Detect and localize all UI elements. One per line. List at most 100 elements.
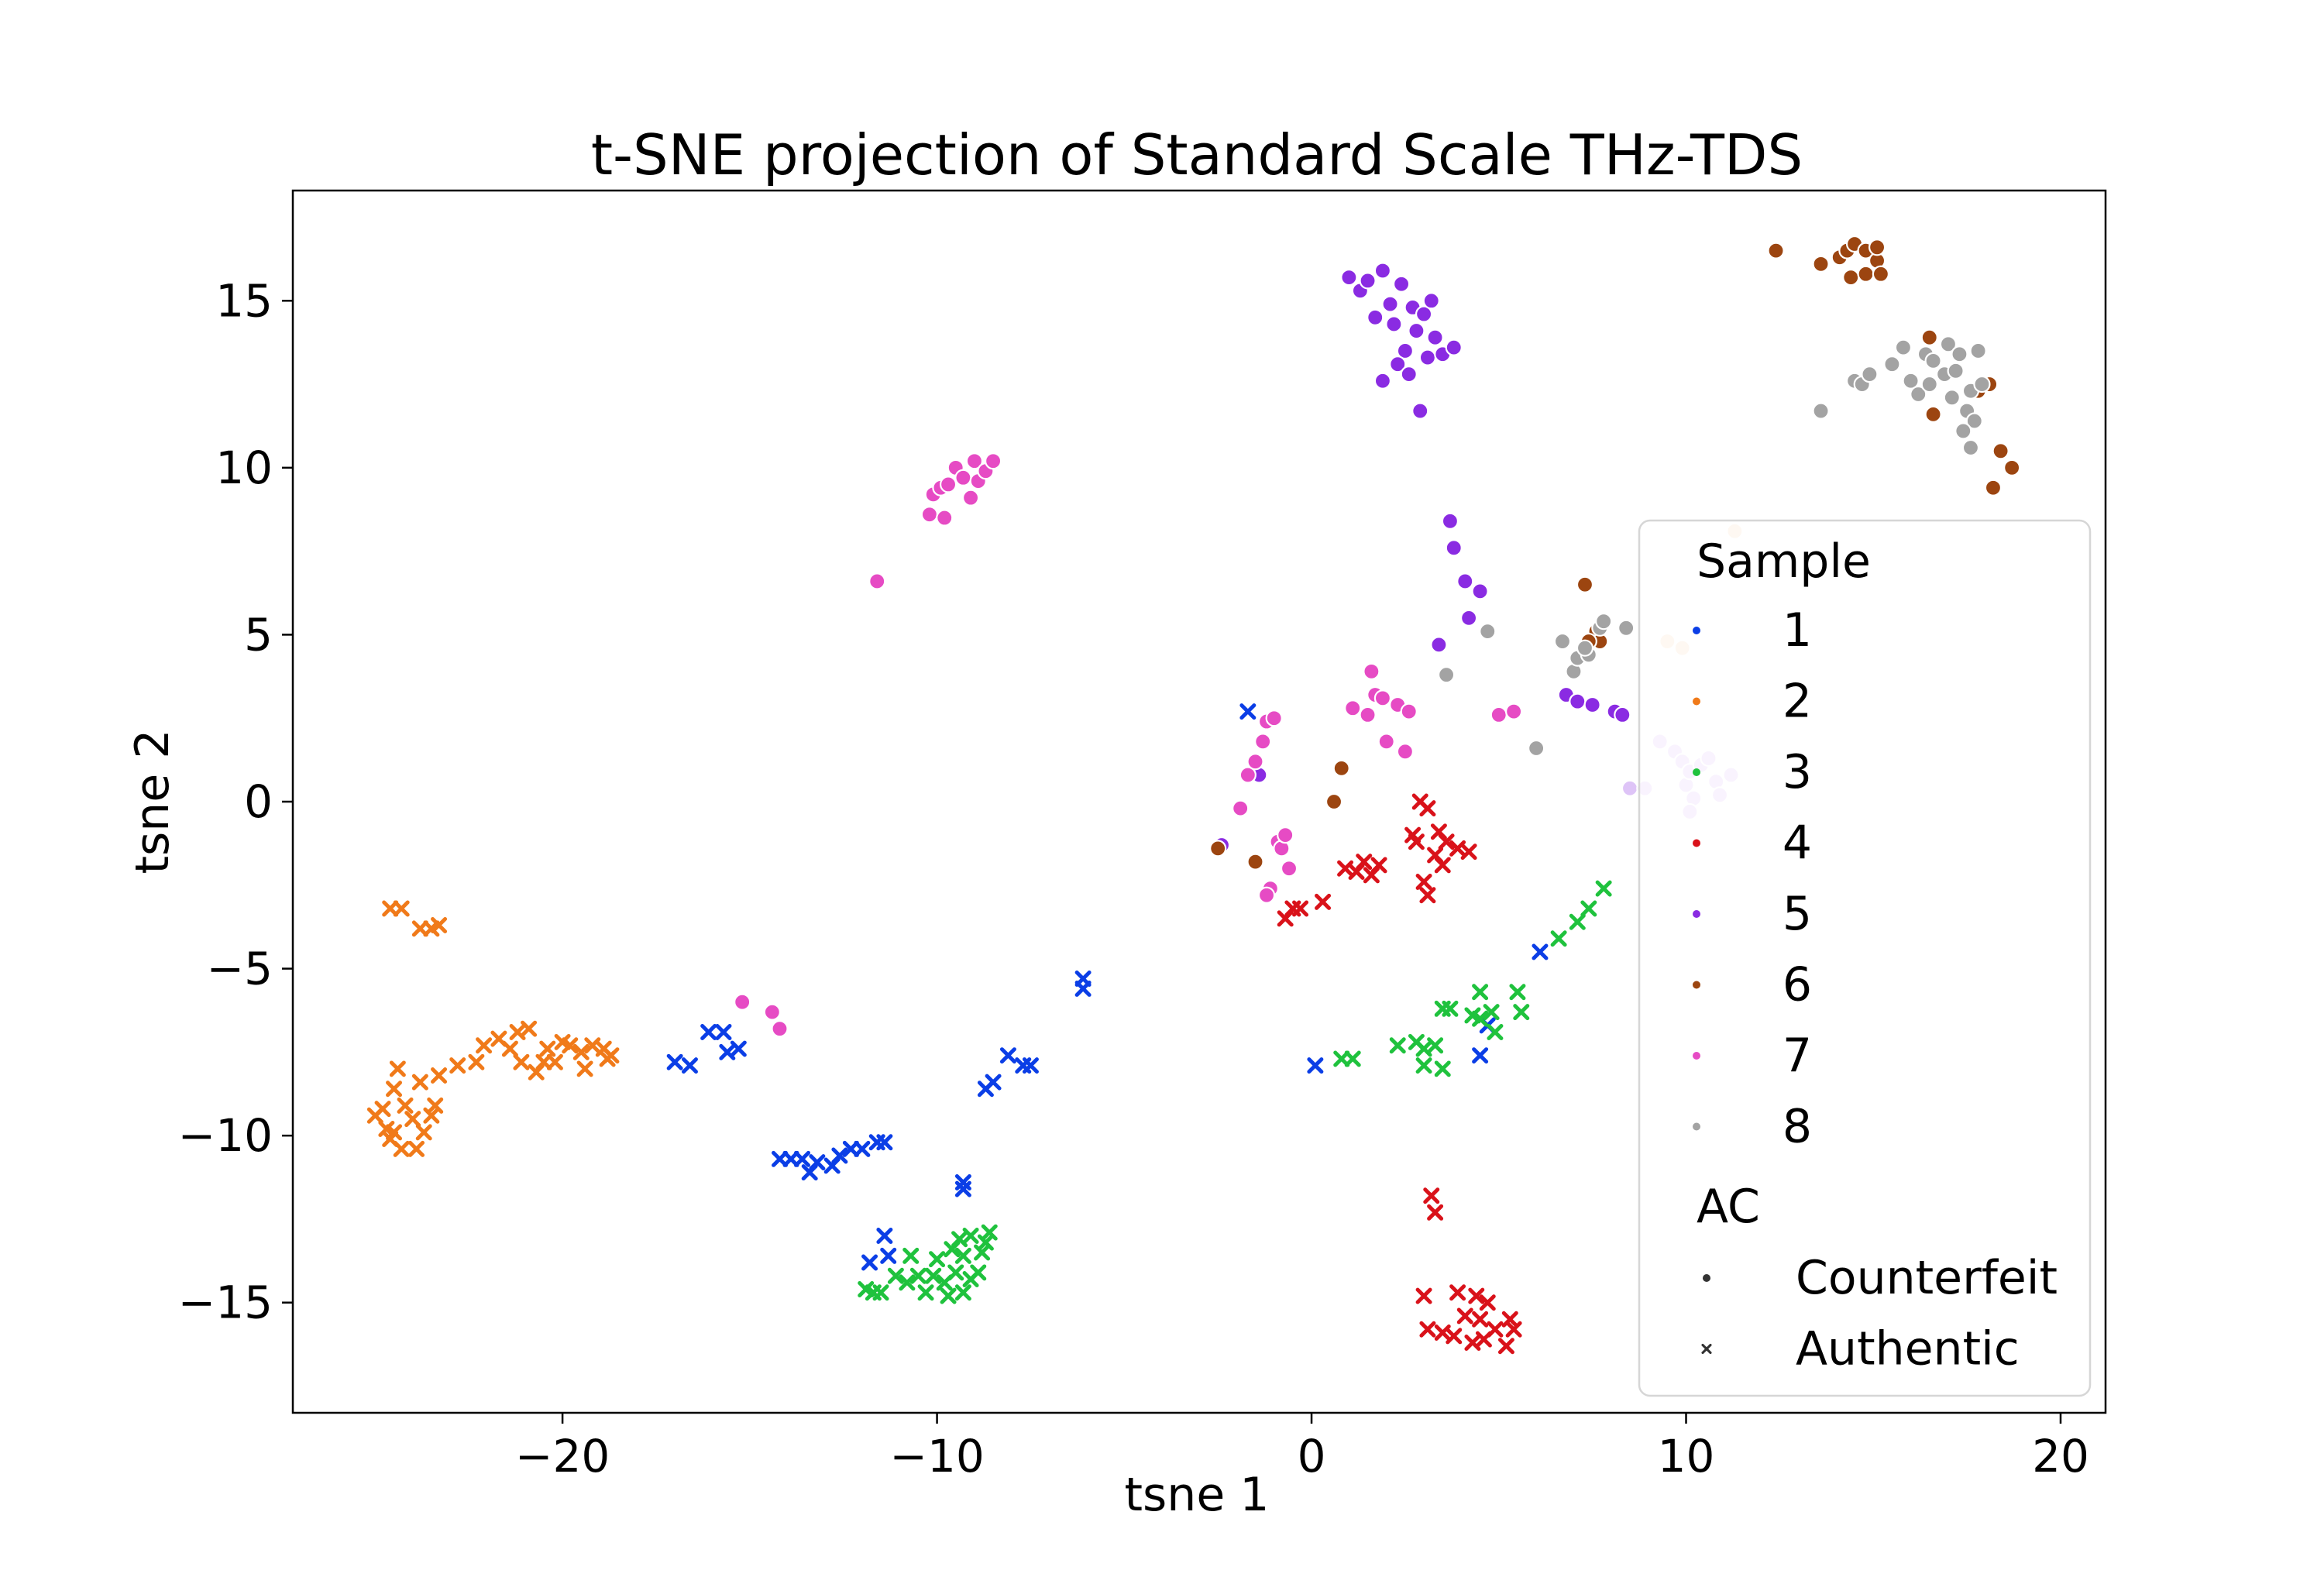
- point-sample-1-authentic: [681, 1057, 698, 1074]
- point-sample-8-counterfeit: [1951, 345, 1968, 363]
- point-sample-2-authentic: [389, 1060, 406, 1077]
- point-sample-7-counterfeit: [1246, 753, 1264, 771]
- point-sample-2-authentic: [386, 1081, 403, 1098]
- point-sample-1-authentic: [666, 1053, 683, 1070]
- point-sample-7-counterfeit: [1280, 860, 1298, 878]
- point-sample-4-authentic: [1356, 854, 1373, 871]
- point-sample-7-counterfeit: [920, 506, 939, 524]
- point-sample-5-counterfeit: [1389, 356, 1407, 373]
- point-sample-5-counterfeit: [1373, 262, 1392, 280]
- point-sample-1-authentic: [782, 1150, 799, 1167]
- point-sample-2-authentic: [535, 1053, 552, 1070]
- point-sample-7-counterfeit: [1359, 706, 1377, 724]
- point-sample-3-authentic: [872, 1284, 889, 1301]
- point-sample-7-counterfeit: [1232, 799, 1250, 817]
- point-sample-7-counterfeit: [936, 509, 954, 527]
- point-sample-2-authentic: [431, 1067, 448, 1084]
- point-sample-1-authentic: [715, 1024, 732, 1040]
- point-sample-5-counterfeit: [1400, 366, 1418, 383]
- point-sample-2-authentic: [408, 1140, 425, 1157]
- point-sample-4-authentic: [1438, 833, 1455, 850]
- point-sample-8-counterfeit: [1947, 362, 1965, 380]
- point-sample-8-counterfeit: [1973, 375, 1991, 393]
- point-sample-5-counterfeit: [1445, 539, 1463, 557]
- point-sample-3-authentic: [1509, 984, 1526, 1001]
- point-sample-7-counterfeit: [1239, 766, 1257, 784]
- point-sample-4-authentic: [1415, 873, 1432, 890]
- point-sample-6-counterfeit: [1868, 239, 1886, 256]
- point-sample-5-counterfeit: [1456, 572, 1474, 590]
- x-tick-label: 0: [1298, 1430, 1326, 1483]
- y-tick-label: −15: [178, 1276, 273, 1329]
- point-sample-8-counterfeit: [1479, 623, 1497, 641]
- point-sample-4-authentic: [1408, 833, 1425, 850]
- point-sample-6-counterfeit: [1924, 405, 1942, 423]
- point-sample-4-authentic: [1468, 1287, 1485, 1304]
- point-sample-3-authentic: [909, 1267, 927, 1284]
- point-sample-1-authentic: [999, 1047, 1016, 1064]
- point-sample-2-authentic: [572, 1043, 590, 1060]
- legend-marker-sample-6: [1693, 981, 1700, 989]
- point-sample-7-counterfeit: [1396, 743, 1415, 761]
- point-sample-2-authentic: [427, 1097, 444, 1114]
- point-sample-7-counterfeit: [1377, 733, 1395, 751]
- point-sample-5-counterfeit: [1614, 706, 1631, 724]
- point-sample-5-counterfeit: [1459, 609, 1478, 627]
- legend-marker-sample-2: [1693, 697, 1700, 706]
- point-sample-8-counterfeit: [1969, 342, 1987, 360]
- legend-label-sample-4: 4: [1783, 816, 1812, 871]
- point-sample-8-counterfeit: [1954, 422, 1972, 440]
- point-sample-7-counterfeit: [961, 489, 980, 507]
- point-sample-8-counterfeit: [1894, 338, 1913, 356]
- point-sample-2-authentic: [386, 1124, 403, 1141]
- point-sample-2-authentic: [476, 1037, 493, 1054]
- legend-marker-authentic: [1701, 1343, 1712, 1355]
- point-sample-7-counterfeit: [1490, 706, 1508, 724]
- point-sample-3-authentic: [1434, 1060, 1451, 1077]
- point-sample-5-counterfeit: [1396, 342, 1415, 360]
- point-sample-2-authentic: [393, 900, 410, 917]
- point-sample-3-authentic: [1487, 1024, 1504, 1040]
- point-sample-8-counterfeit: [1902, 372, 1920, 390]
- point-sample-8-counterfeit: [1910, 385, 1927, 404]
- legend-marker-sample-8: [1693, 1122, 1700, 1131]
- point-sample-7-counterfeit: [1505, 703, 1523, 720]
- point-sample-6-counterfeit: [1992, 442, 2009, 460]
- legend-label-sample-3: 3: [1783, 745, 1812, 799]
- x-axis-label: tsne 1: [1125, 1468, 1270, 1522]
- y-tick-label: 5: [244, 608, 273, 661]
- point-sample-5-counterfeit: [1422, 292, 1440, 310]
- point-sample-2-authentic: [404, 1111, 421, 1128]
- point-sample-6-counterfeit: [1872, 265, 1890, 283]
- point-sample-5-counterfeit: [1583, 696, 1601, 714]
- x-tick-label: 10: [1658, 1430, 1715, 1483]
- point-sample-2-authentic: [521, 1020, 538, 1037]
- point-sample-7-counterfeit: [771, 1020, 789, 1038]
- point-sample-8-counterfeit: [1553, 632, 1572, 651]
- point-sample-1-authentic: [842, 1140, 859, 1157]
- point-sample-2-authentic: [539, 1040, 556, 1057]
- point-sample-5-counterfeit: [1441, 512, 1459, 530]
- point-sample-5-counterfeit: [1430, 636, 1448, 654]
- point-sample-3-authentic: [1569, 913, 1586, 930]
- point-sample-5-counterfeit: [1373, 372, 1392, 390]
- point-sample-3-authentic: [954, 1247, 971, 1264]
- point-sample-1-authentic: [730, 1040, 747, 1057]
- points-layer: [366, 235, 2021, 1355]
- point-sample-8-counterfeit: [1861, 366, 1879, 383]
- point-sample-1-authentic: [985, 1074, 1002, 1091]
- point-sample-7-counterfeit: [1265, 709, 1283, 727]
- point-sample-7-counterfeit: [1363, 662, 1380, 680]
- point-sample-2-authentic: [411, 1074, 428, 1091]
- legend: Sample 1 2 3 4 5 6 7 8 AC Counterfeit Authentic: [1638, 519, 2092, 1397]
- point-sample-2-authentic: [415, 1124, 432, 1141]
- point-sample-8-counterfeit: [1943, 389, 1961, 407]
- point-sample-3-authentic: [1472, 984, 1489, 1001]
- legend-marker-sample-5: [1693, 910, 1700, 918]
- point-sample-1-authentic: [772, 1150, 788, 1167]
- point-sample-7-counterfeit: [1373, 689, 1392, 707]
- point-sample-3-authentic: [947, 1264, 964, 1281]
- point-sample-3-authentic: [1483, 1004, 1500, 1021]
- point-sample-4-authentic: [1472, 1311, 1489, 1328]
